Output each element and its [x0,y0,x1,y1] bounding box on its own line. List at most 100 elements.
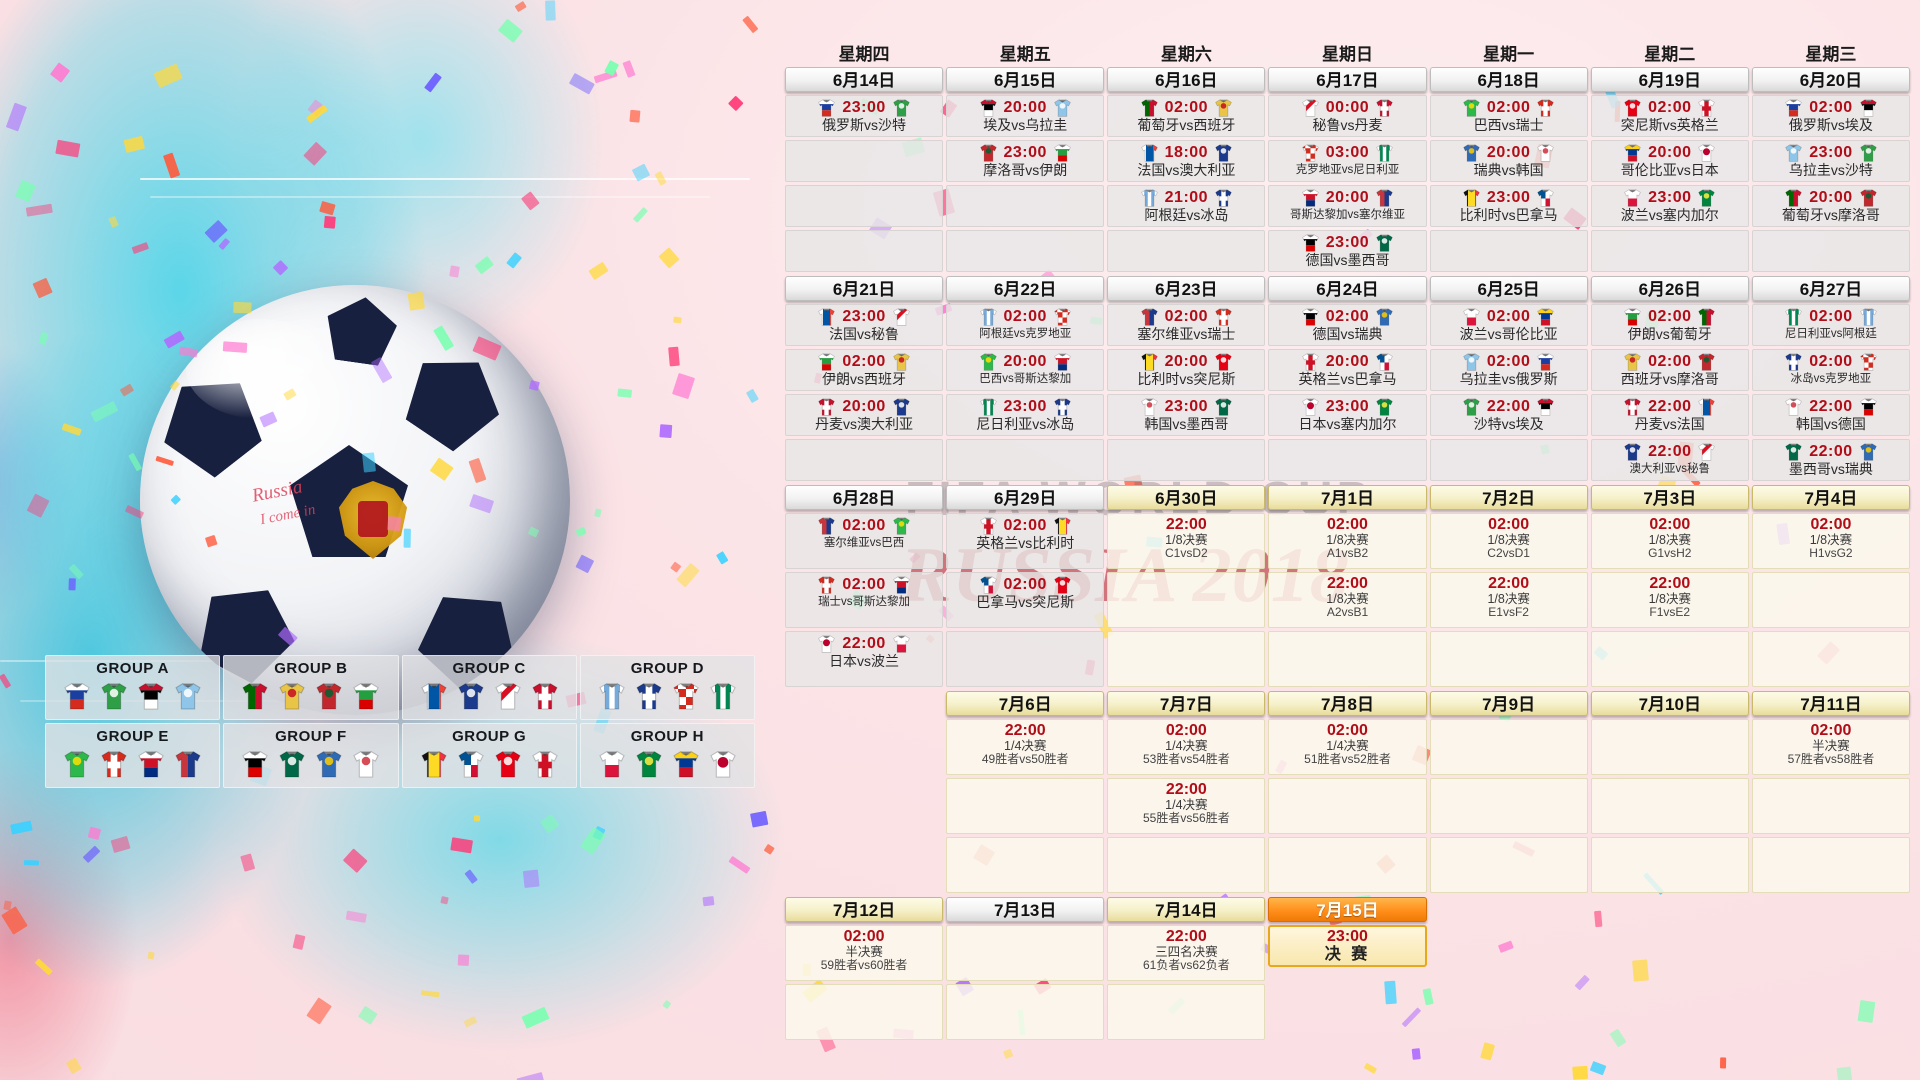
date-header[interactable]: 7月14日 [1107,897,1266,922]
match-cell[interactable]: 02:00 [946,304,1105,346]
date-header[interactable]: 6月24日 [1268,276,1427,301]
match-cell[interactable]: 20:00 哥伦比亚vs日本 [1590,140,1749,182]
match-cell[interactable]: 23:00 比利时vs巴拿马 [1429,185,1588,227]
match-cell[interactable]: 18:00 法国vs澳大利亚 [1107,140,1266,182]
match-cell[interactable]: 23:00 俄罗斯vs沙特 [785,95,944,137]
knockout-match-cell[interactable]: 02:00 1/8决赛 C2vsD1 [1429,513,1588,569]
match-cell[interactable]: 22:00 墨西哥vs瑞典 [1751,439,1910,481]
date-header[interactable]: 7月4日 [1751,485,1910,510]
group-box-group-e[interactable]: GROUP E [45,723,221,788]
date-header[interactable]: 6月25日 [1429,276,1588,301]
group-box-group-g[interactable]: GROUP G [401,723,577,788]
date-header[interactable]: 6月17日 [1268,67,1427,92]
date-header[interactable]: 6月30日 [1107,485,1266,510]
date-header[interactable]: 7月1日 [1268,485,1427,510]
knockout-match-cell[interactable]: 02:00 1/4决赛 51胜者vs52胜者 [1268,719,1427,775]
match-cell[interactable]: 02:00 [1751,349,1910,391]
knockout-match-cell[interactable]: 22:00 1/4决赛 55胜者vs56胜者 [1107,778,1266,834]
date-header[interactable]: 6月20日 [1751,67,1910,92]
match-cell[interactable]: 02:00 巴西vs瑞士 [1429,95,1588,137]
match-cell[interactable]: 02:00 尼日利亚vs阿根廷 [1751,304,1910,346]
group-box-group-f[interactable]: GROUP F [223,723,399,788]
match-cell[interactable]: 23:00 日本vs塞内加尔 [1268,394,1427,436]
match-cell[interactable]: 22:00 丹麦vs法国 [1590,394,1749,436]
date-header[interactable]: 6月18日 [1429,67,1588,92]
match-cell[interactable]: 02:00 英格兰vs比利时 [946,513,1105,569]
match-cell[interactable]: 21:00 阿根廷vs冰岛 [1107,185,1266,227]
match-cell[interactable]: 23:00 尼日利亚vs冰岛 [946,394,1105,436]
match-cell[interactable]: 02:00 伊朗vs西班牙 [785,349,944,391]
match-cell[interactable]: 23:00 韩国vs墨西哥 [1107,394,1266,436]
group-box-group-c[interactable]: GROUP C [401,655,577,720]
match-cell[interactable]: 02:00 俄罗斯vs埃及 [1751,95,1910,137]
match-cell[interactable]: 02:00 瑞士vs哥斯达黎加 [785,572,944,628]
date-header[interactable]: 7月9日 [1429,691,1588,716]
knockout-match-cell[interactable]: 02:00 1/4决赛 53胜者vs54胜者 [1107,719,1266,775]
match-cell[interactable]: 20:00 巴西vs哥斯达黎加 [946,349,1105,391]
match-cell[interactable]: 20:00 瑞典vs韩国 [1429,140,1588,182]
date-header[interactable]: 6月23日 [1107,276,1266,301]
knockout-match-cell[interactable]: 22:00 1/8决赛 E1vsF2 [1429,572,1588,628]
match-cell[interactable]: 02:00 塞尔维亚vs瑞士 [1107,304,1266,346]
date-header[interactable]: 6月19日 [1590,67,1749,92]
date-header[interactable]: 7月6日 [946,691,1105,716]
match-cell[interactable]: 02:00 德国vs瑞典 [1268,304,1427,346]
match-cell[interactable]: 20:00 英格兰vs巴拿马 [1268,349,1427,391]
match-cell[interactable]: 20:00 埃及vs乌拉圭 [946,95,1105,137]
match-cell[interactable]: 20:00 丹麦vs澳大利亚 [785,394,944,436]
date-header[interactable]: 6月27日 [1751,276,1910,301]
match-cell[interactable]: 23:00 波兰vs塞内加尔 [1590,185,1749,227]
match-cell[interactable]: 23:00 法国vs秘鲁 [785,304,944,346]
date-header[interactable]: 7月8日 [1268,691,1427,716]
match-cell[interactable]: 03:00 克罗地亚vs尼日利亚 [1268,140,1427,182]
match-cell[interactable]: 23:00 德国vs墨西哥 [1268,230,1427,272]
knockout-match-cell[interactable]: 02:00 1/8决赛 G1vsH2 [1590,513,1749,569]
match-cell[interactable]: 23:00 乌拉圭vs沙特 [1751,140,1910,182]
date-header[interactable]: 7月15日 [1268,897,1427,922]
date-header[interactable]: 6月14日 [785,67,944,92]
match-cell[interactable]: 00:00 秘鲁vs丹麦 [1268,95,1427,137]
match-cell[interactable]: 20:00 葡萄牙vs摩洛哥 [1751,185,1910,227]
match-cell[interactable]: 02:00 乌拉圭vs俄罗斯 [1429,349,1588,391]
knockout-match-cell[interactable]: 02:00 半决赛 59胜者vs60胜者 [785,925,944,981]
match-cell[interactable]: 02:00 伊朗vs葡萄牙 [1590,304,1749,346]
group-box-group-h[interactable]: GROUP H [579,723,755,788]
match-cell[interactable]: 02:00 葡萄牙vs西班牙 [1107,95,1266,137]
match-cell[interactable]: 02:00 波兰vs哥伦比亚 [1429,304,1588,346]
date-header[interactable]: 6月15日 [946,67,1105,92]
knockout-match-cell[interactable]: 02:00 半决赛 57胜者vs58胜者 [1751,719,1910,775]
date-header[interactable]: 6月21日 [785,276,944,301]
match-cell[interactable]: 22:00 沙特vs埃及 [1429,394,1588,436]
knockout-match-cell[interactable]: 22:00 1/8决赛 C1vsD2 [1107,513,1266,569]
match-cell[interactable]: 02:00 突尼斯vs英格兰 [1590,95,1749,137]
date-header[interactable]: 7月11日 [1751,691,1910,716]
date-header[interactable]: 6月28日 [785,485,944,510]
date-header[interactable]: 7月13日 [946,897,1105,922]
group-box-group-d[interactable]: GROUP D [579,655,755,720]
date-header[interactable]: 7月12日 [785,897,944,922]
match-cell[interactable]: 22:00 韩国vs德国 [1751,394,1910,436]
match-cell[interactable]: 02:00 巴拿马vs突尼斯 [946,572,1105,628]
group-box-group-b[interactable]: GROUP B [223,655,399,720]
match-cell[interactable]: 02:00 塞尔维亚vs巴西 [785,513,944,569]
match-cell[interactable]: 02:00 西班牙vs摩洛哥 [1590,349,1749,391]
date-header[interactable]: 7月3日 [1590,485,1749,510]
date-header[interactable]: 7月7日 [1107,691,1266,716]
knockout-match-cell[interactable]: 22:00 1/8决赛 A2vsB1 [1268,572,1427,628]
knockout-match-cell[interactable]: 22:00 1/8决赛 F1vsE2 [1590,572,1749,628]
knockout-match-cell[interactable]: 02:00 1/8决赛 A1vsB2 [1268,513,1427,569]
knockout-match-cell[interactable]: 22:00 三四名决赛 61负者vs62负者 [1107,925,1266,981]
match-cell[interactable]: 22:00 澳大利亚vs秘鲁 [1590,439,1749,481]
date-header[interactable]: 7月2日 [1429,485,1588,510]
match-cell[interactable]: 20:00 比利时vs突尼斯 [1107,349,1266,391]
group-box-group-a[interactable]: GROUP A [45,655,221,720]
match-cell[interactable]: 22:00 日本vs波兰 [785,631,944,687]
date-header[interactable]: 6月29日 [946,485,1105,510]
date-header[interactable]: 6月26日 [1590,276,1749,301]
knockout-match-cell[interactable]: 22:00 1/4决赛 49胜者vs50胜者 [946,719,1105,775]
match-cell[interactable]: 20:00 哥斯达黎加vs塞尔维亚 [1268,185,1427,227]
final-match-cell[interactable]: 23:00 决 赛 [1268,925,1427,967]
date-header[interactable]: 7月10日 [1590,691,1749,716]
date-header[interactable]: 6月16日 [1107,67,1266,92]
match-cell[interactable]: 23:00 摩洛哥vs伊朗 [946,140,1105,182]
